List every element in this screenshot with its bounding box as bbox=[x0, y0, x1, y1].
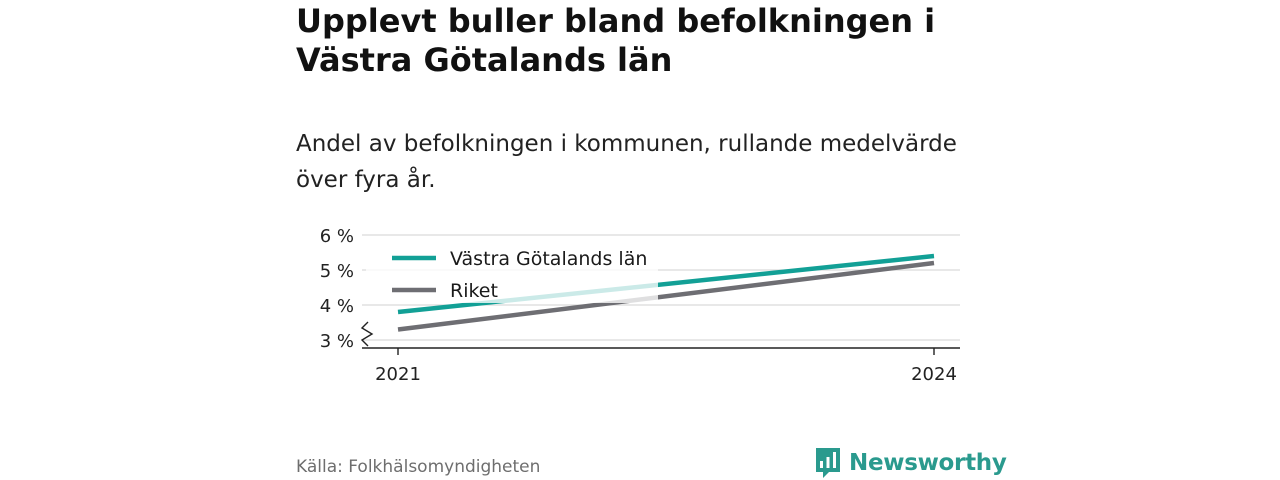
x-tick-label: 2024 bbox=[911, 364, 957, 385]
legend: Västra Götalands län Riket bbox=[366, 239, 658, 303]
legend-backdrop bbox=[366, 239, 658, 303]
legend-label: Västra Götalands län bbox=[450, 248, 647, 270]
chart-card: Upplevt buller bland befolkningen i Väst… bbox=[296, 0, 1007, 480]
y-tick-label: 4 % bbox=[320, 296, 354, 317]
brand-logo: Newsworthy bbox=[815, 446, 1007, 480]
chart-title: Upplevt buller bland befolkningen i Väst… bbox=[296, 2, 936, 79]
y-tick-label: 3 % bbox=[320, 331, 354, 352]
line-chart: 3 % 4 % 5 % 6 % 2021 2024 Västra Götalands län… bbox=[320, 226, 960, 385]
y-tick-label: 5 % bbox=[320, 261, 354, 282]
axis-break-mark bbox=[360, 321, 374, 347]
newsworthy-logo-icon bbox=[816, 448, 840, 478]
legend-label: Riket bbox=[450, 280, 498, 302]
brand-name: Newsworthy bbox=[849, 450, 1007, 476]
chart-subtitle: Andel av befolkningen i kommunen, rullan… bbox=[296, 131, 957, 193]
series-line-riket bbox=[397, 260, 935, 332]
x-tick-label: 2021 bbox=[375, 364, 421, 385]
y-tick-label: 6 % bbox=[320, 226, 354, 247]
source-note: Källa: Folkhälsomyndigheten bbox=[296, 457, 541, 477]
